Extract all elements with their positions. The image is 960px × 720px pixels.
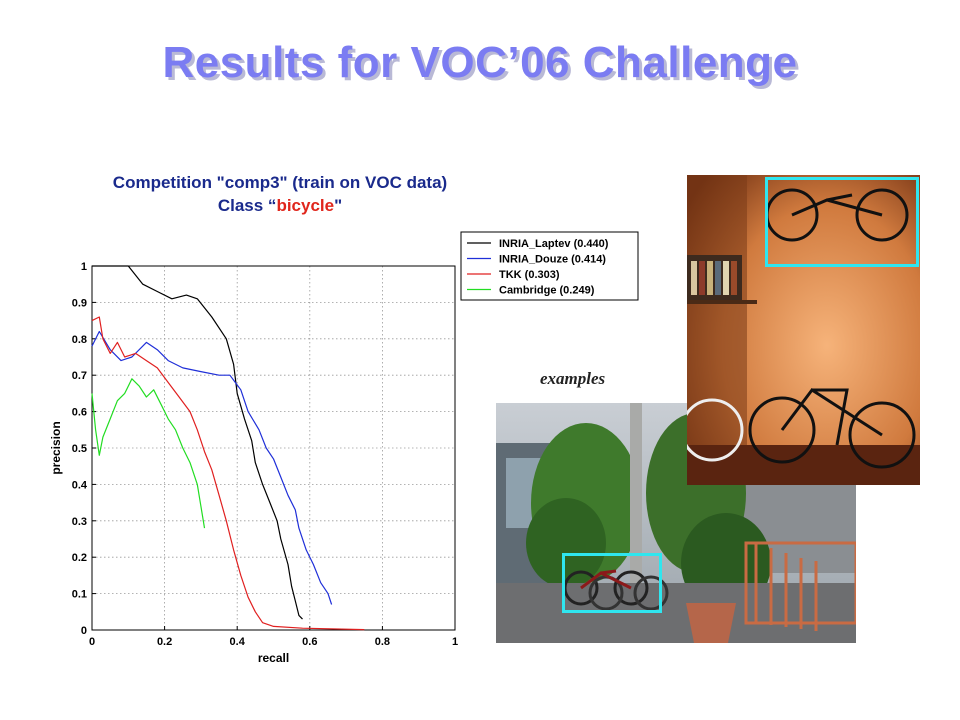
- x-axis-label: recall: [258, 651, 289, 665]
- x-tick-label: 0.8: [375, 636, 390, 648]
- y-axis-label: precision: [49, 421, 63, 474]
- examples-label: examples: [540, 369, 606, 388]
- bicycle-room-photo: [680, 175, 920, 485]
- y-tick-label: 0.5: [72, 443, 87, 455]
- series-line-1: [92, 265, 303, 620]
- room-photo-image: [680, 175, 920, 485]
- competition-line: Competition "comp3" (train on VOC data): [112, 173, 448, 192]
- y-tick-label: 0.4: [72, 479, 88, 491]
- legend-label: INRIA_Laptev (0.440): [499, 238, 609, 250]
- x-tick-label: 0.2: [157, 636, 172, 648]
- x-tick-label: 0: [89, 636, 95, 648]
- series-line-3: [91, 316, 365, 631]
- bicycle-detection-box: [562, 553, 662, 613]
- y-tick-label: 0.1: [72, 589, 87, 601]
- y-tick-label: 0.8: [72, 334, 87, 346]
- class-suffix: ": [334, 196, 343, 215]
- legend-label: TKK (0.303): [499, 269, 560, 281]
- series-line-4: [91, 378, 206, 529]
- y-tick-label: 0.7: [72, 370, 87, 382]
- class-line: Class “bicycle": [40, 194, 520, 217]
- slide-title: Results for VOC’06 Challenge: [162, 38, 798, 87]
- y-tick-label: 0.9: [72, 297, 87, 309]
- y-tick-label: 0.3: [72, 516, 87, 528]
- series-line-2: [91, 330, 333, 605]
- y-tick-label: 0: [81, 625, 87, 637]
- legend-label: INRIA_Douze (0.414): [499, 254, 606, 266]
- x-tick-label: 0.4: [230, 636, 246, 648]
- x-tick-label: 1: [452, 636, 458, 648]
- y-tick-label: 1: [81, 261, 87, 273]
- legend-label: Cambridge (0.249): [499, 285, 595, 297]
- chart-heading: Competition "comp3" (train on VOC data) …: [40, 171, 520, 217]
- class-name: bicycle: [276, 196, 335, 215]
- y-tick-label: 0.2: [72, 552, 87, 564]
- class-prefix: Class “: [217, 196, 277, 215]
- bicycle-detection-box-top: [765, 177, 919, 267]
- y-tick-label: 0.6: [72, 407, 87, 419]
- x-tick-label: 0.6: [302, 636, 317, 648]
